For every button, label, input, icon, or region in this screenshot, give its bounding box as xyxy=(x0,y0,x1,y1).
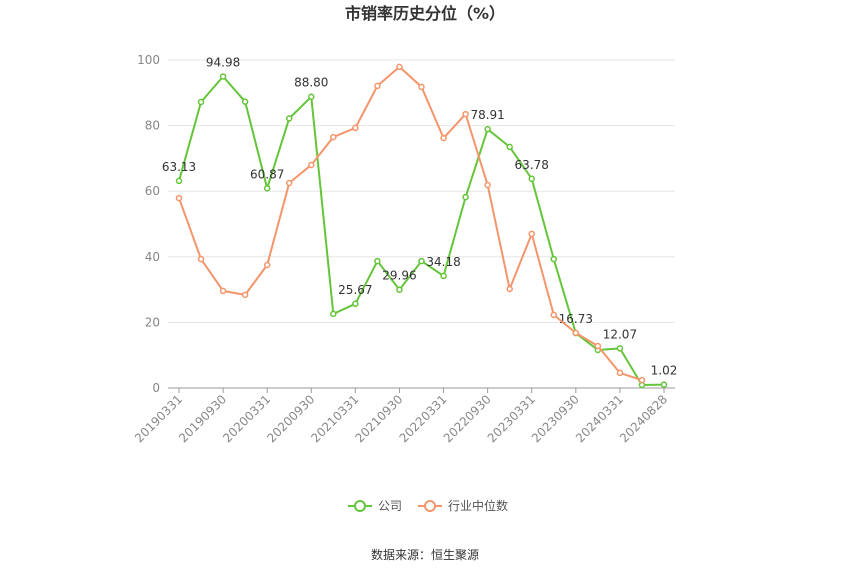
data-point xyxy=(175,177,183,185)
data-point xyxy=(330,133,337,141)
data-point xyxy=(330,310,337,318)
data-point xyxy=(660,381,668,388)
data-point xyxy=(638,376,646,384)
data-point xyxy=(285,115,293,122)
data-point xyxy=(550,311,558,319)
data-point xyxy=(352,300,359,308)
data-point xyxy=(440,272,447,280)
y-tick-label: 60 xyxy=(145,184,160,198)
data-label: 78.91 xyxy=(470,108,504,122)
data-label: 63.13 xyxy=(162,160,196,174)
data-point xyxy=(241,291,249,299)
data-point xyxy=(616,369,624,377)
data-point xyxy=(418,83,425,91)
data-point xyxy=(462,193,469,201)
data-point xyxy=(594,342,602,350)
data-point xyxy=(484,125,491,133)
data-point xyxy=(197,98,205,106)
data-point xyxy=(462,110,469,118)
data-label: 34.18 xyxy=(426,255,460,269)
data-point xyxy=(219,287,227,295)
y-tick-label: 40 xyxy=(145,250,160,264)
x-tick-label: 20240828 xyxy=(617,392,670,445)
data-point xyxy=(418,257,425,265)
y-tick-label: 0 xyxy=(152,381,160,395)
data-point xyxy=(528,175,535,183)
data-point xyxy=(352,124,359,132)
data-label: 63.78 xyxy=(515,158,549,172)
data-label: 94.98 xyxy=(206,55,240,69)
series-line xyxy=(178,74,665,387)
data-point xyxy=(374,257,381,265)
data-label: 29.96 xyxy=(382,269,416,283)
legend-label: 行业中位数 xyxy=(448,498,508,513)
data-point xyxy=(308,161,315,169)
series-line xyxy=(178,65,643,382)
data-label: 16.73 xyxy=(559,312,593,326)
data-point xyxy=(308,93,315,100)
data-label: 25.67 xyxy=(338,283,372,297)
y-tick-label: 80 xyxy=(145,119,160,133)
data-point xyxy=(263,261,271,269)
data-point xyxy=(616,345,624,352)
legend-marker xyxy=(354,500,366,512)
data-point xyxy=(285,179,293,187)
legend-marker xyxy=(424,500,436,512)
data-point xyxy=(440,134,447,142)
data-point xyxy=(506,143,513,151)
data-point xyxy=(197,255,205,263)
data-point xyxy=(572,329,580,337)
data-label: 60.87 xyxy=(250,167,284,181)
data-point xyxy=(219,73,227,80)
data-point xyxy=(528,230,535,238)
legend-label: 公司 xyxy=(378,499,402,513)
data-label: 88.80 xyxy=(294,76,328,90)
y-tick-label: 100 xyxy=(137,53,160,67)
data-point xyxy=(396,286,403,293)
data-point xyxy=(506,285,513,293)
source: 数据来源：恒生聚源 xyxy=(371,547,479,562)
data-label: 12.07 xyxy=(603,327,637,341)
chart-title: 市销率历史分位（%） xyxy=(345,4,505,23)
data-point xyxy=(241,98,249,105)
data-point xyxy=(396,63,403,71)
data-label: 1.02 xyxy=(651,364,678,378)
data-point xyxy=(175,194,183,202)
y-tick-label: 20 xyxy=(145,315,160,329)
data-point xyxy=(374,82,381,90)
data-point xyxy=(263,185,271,192)
data-point xyxy=(550,255,558,263)
data-point xyxy=(484,181,491,189)
